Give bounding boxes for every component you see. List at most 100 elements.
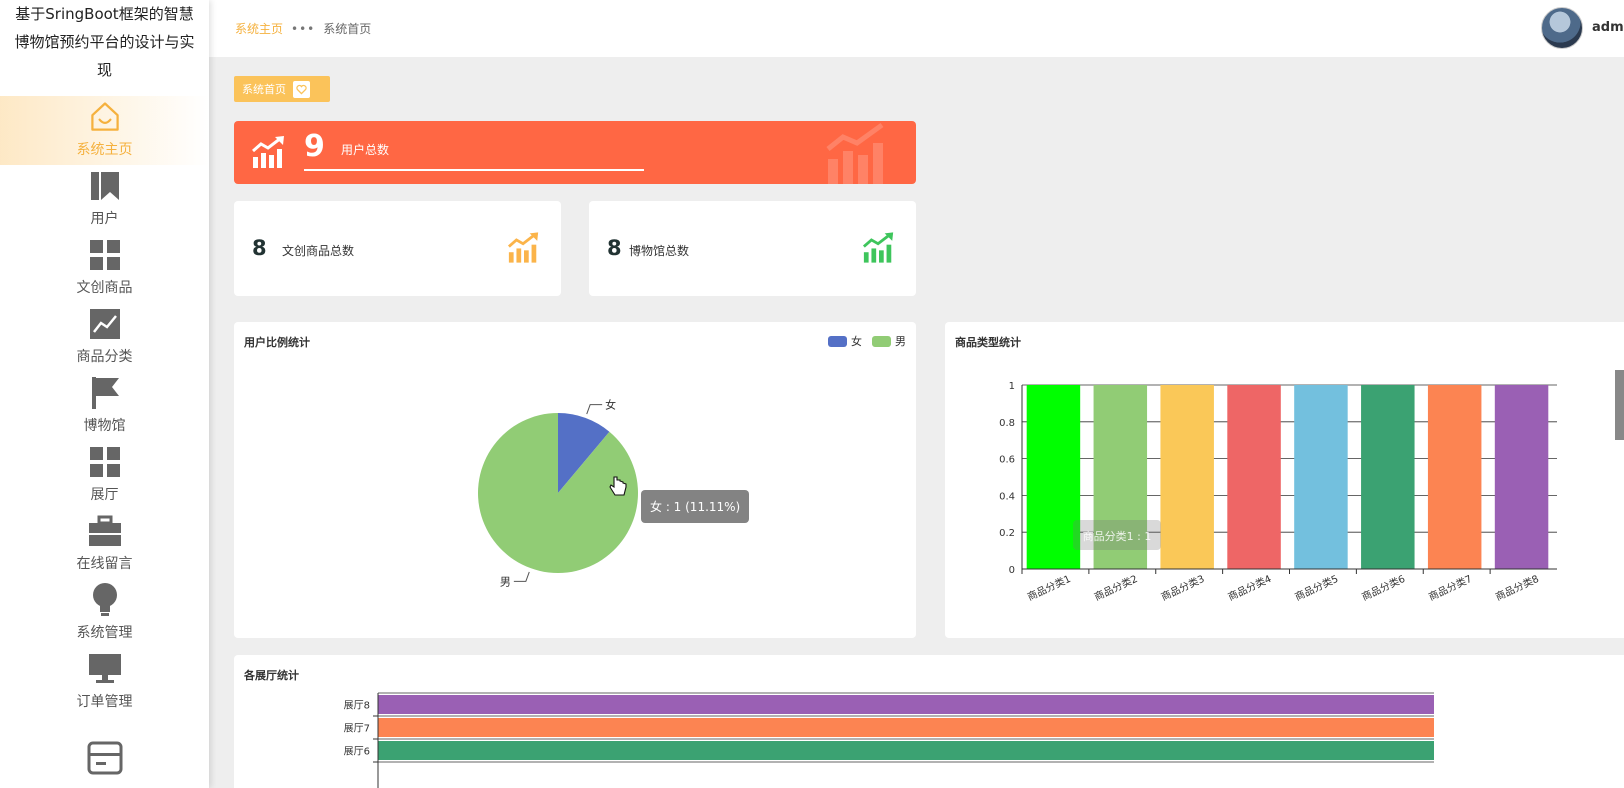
y-tick-label: 0.2 — [999, 528, 1015, 539]
legend-item-male[interactable]: 男 — [872, 333, 906, 349]
breadcrumb-page[interactable]: 系统首页 — [323, 22, 372, 36]
heart-icon — [293, 80, 310, 98]
more-dots-icon: ••• — [291, 21, 316, 36]
sidebar-item-4[interactable]: 商品分类 — [0, 303, 209, 372]
hall-label: 展厅8 — [344, 700, 370, 712]
legend-item-female[interactable]: 女 — [828, 333, 862, 349]
product-type-panel: 商品类型统计 0 0.2 0.4 0.6 0.8 1 商品分类1 商品分类2 商品分类3 商品分类… — [945, 322, 1624, 638]
hall-bar[interactable] — [378, 741, 1434, 760]
trend-chart-icon — [87, 306, 123, 342]
x-tick-label: 商品分类7 — [1426, 572, 1474, 603]
hall-label: 展厅6 — [344, 746, 370, 758]
briefcase-icon — [87, 513, 123, 549]
hall-bar[interactable] — [378, 695, 1434, 714]
museum-total-value: 8 — [607, 236, 622, 260]
sidebar-item-label: 展厅 — [90, 487, 119, 503]
sidebar-nav: 系统主页用户文创商品商品分类博物馆展厅在线留言系统管理订单管理 — [0, 96, 209, 786]
legend-swatch — [872, 335, 891, 347]
user-total-label: 用户总数 — [341, 143, 390, 157]
y-tick-label: 0.6 — [999, 455, 1015, 466]
x-tick-label: 商品分类1 — [1025, 572, 1073, 603]
x-tick-label: 商品分类3 — [1159, 572, 1207, 603]
museum-total-card: 8 博物馆总数 — [589, 201, 916, 296]
scrollbar-thumb[interactable] — [1615, 370, 1624, 440]
sidebar-item-8[interactable]: 系统管理 — [0, 579, 209, 648]
sidebar-item-10[interactable] — [0, 717, 209, 786]
bar-tooltip: 商品分类1 : 1 — [1073, 520, 1161, 550]
sidebar: 基于SringBoot框架的智慧博物馆预约平台的设计与实现 系统主页用户文创商品… — [0, 0, 209, 788]
sidebar-item-5[interactable]: 博物馆 — [0, 372, 209, 441]
home-icon — [87, 99, 123, 135]
bar[interactable] — [1093, 385, 1148, 569]
trend-bg-icon — [824, 121, 894, 184]
trend-up-icon — [251, 135, 287, 173]
pie-tooltip: 女 : 1 (11.11%) — [641, 490, 750, 523]
breadcrumb: 系统主页 ••• 系统首页 — [235, 20, 371, 37]
bar[interactable] — [1294, 385, 1348, 569]
x-tick-label: 商品分类8 — [1493, 572, 1541, 603]
trend-up-icon — [507, 231, 541, 268]
sidebar-item-label: 商品分类 — [76, 349, 133, 365]
bar[interactable] — [1026, 385, 1081, 569]
pie-chart[interactable]: 女男 — [234, 322, 916, 638]
sidebar-item-label: 系统管理 — [76, 625, 133, 641]
header: 系统主页 ••• 系统首页 admin — [209, 0, 1624, 57]
sidebar-item-9[interactable]: 订单管理 — [0, 648, 209, 717]
sidebar-item-label: 用户 — [90, 211, 119, 227]
pie-slice-label: 女 — [605, 398, 616, 412]
hall-bar-chart[interactable]: 展厅8 展厅7 展厅6 — [234, 655, 1624, 788]
sidebar-item-2[interactable]: 用户 — [0, 165, 209, 234]
bar[interactable] — [1227, 385, 1281, 569]
card-icon — [87, 740, 123, 776]
bar[interactable] — [1427, 385, 1482, 569]
x-tick-label: 商品分类6 — [1360, 572, 1408, 603]
legend-swatch — [828, 335, 847, 347]
legend-label: 男 — [895, 335, 906, 348]
sidebar-item-1[interactable]: 系统主页 — [0, 96, 209, 165]
hall-stats-title: 各展厅统计 — [244, 669, 299, 682]
bar[interactable] — [1160, 385, 1214, 569]
museum-total-label: 博物馆总数 — [629, 244, 690, 258]
product-total-card: 8 文创商品总数 — [234, 201, 561, 296]
sidebar-item-7[interactable]: 在线留言 — [0, 510, 209, 579]
sidebar-item-6[interactable]: 展厅 — [0, 441, 209, 510]
pie-slice[interactable] — [558, 413, 610, 493]
bar[interactable] — [1494, 385, 1549, 569]
monitor-icon — [87, 651, 123, 687]
x-tick-label: 商品分类5 — [1293, 572, 1341, 603]
hall-bar[interactable] — [378, 718, 1434, 737]
bookmark-icon — [87, 168, 123, 204]
avatar[interactable] — [1541, 7, 1583, 49]
y-tick-label: 1 — [1009, 381, 1015, 392]
pie-label-line — [586, 404, 603, 415]
user-ratio-panel: 用户比例统计 女 男 女男 女 : 1 (11.11%) — [234, 322, 916, 638]
y-tick-label: 0.8 — [999, 418, 1015, 429]
sidebar-item-label: 在线留言 — [76, 556, 133, 572]
page-tag-label: 系统首页 — [242, 83, 286, 96]
y-tick-label: 0 — [1009, 565, 1015, 576]
product-type-title: 商品类型统计 — [955, 336, 1021, 349]
user-total-value: 9 — [304, 129, 325, 164]
grid-icon — [87, 237, 123, 273]
user-ratio-title: 用户比例统计 — [244, 336, 310, 349]
lightbulb-icon — [87, 582, 123, 618]
user-total-card: 9 用户总数 — [234, 121, 916, 184]
legend-label: 女 — [851, 335, 862, 348]
hand-cursor-icon — [609, 476, 627, 496]
system-title: 基于SringBoot框架的智慧博物馆预约平台的设计与实现 — [14, 5, 195, 79]
sidebar-item-label: 文创商品 — [76, 280, 133, 296]
product-total-value: 8 — [252, 236, 267, 260]
bar[interactable] — [1361, 385, 1415, 569]
page-tag[interactable]: 系统首页 — [234, 76, 330, 102]
sidebar-item-3[interactable]: 文创商品 — [0, 234, 209, 303]
sidebar-item-label: 博物馆 — [83, 418, 126, 434]
pie-slice-label: 男 — [500, 575, 511, 588]
user-name[interactable]: admin — [1592, 20, 1624, 35]
pie-slice[interactable] — [478, 413, 638, 573]
grid-icon — [87, 444, 123, 480]
sidebar-item-label: 订单管理 — [76, 694, 133, 710]
y-tick-label: 0.4 — [999, 491, 1015, 502]
breadcrumb-current[interactable]: 系统主页 — [235, 22, 284, 36]
product-total-label: 文创商品总数 — [282, 244, 355, 258]
